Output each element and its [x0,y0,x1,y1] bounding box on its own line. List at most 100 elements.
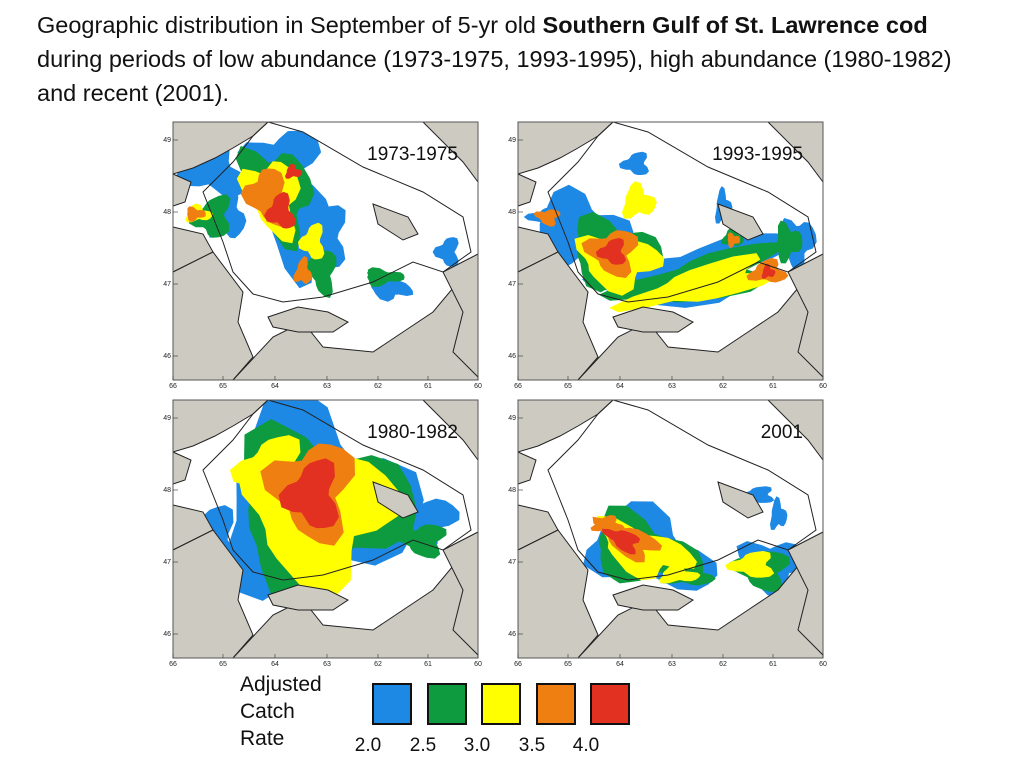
land-mass-6 [267,584,349,611]
catch-zone-level-2 [777,220,803,264]
catch-zone-level-3 [658,564,701,584]
legend-swatch-3-5 [536,683,576,725]
map-frame [172,399,479,659]
catch-zone-level-3 [609,253,777,313]
legend-swatch-2-0 [372,683,412,725]
map-frame [517,121,824,381]
land-mass-7 [372,481,419,519]
longitude-tick-label: 60 [474,661,482,668]
legend-swatch-4-0 [590,683,630,725]
map-svg: 49 48 47 46 66 65 64 63 62 61 60 1980-1982 [163,399,482,668]
title-prefix: Geographic distribution in September of … [37,12,543,38]
longitude-tick-label: 62 [719,383,727,390]
latitude-tick-label: 49 [508,137,516,144]
latitude-tick-label: 46 [508,353,516,360]
map-svg: 49 48 47 46 66 65 64 63 62 61 60 2001 [508,399,827,668]
catch-zone-level-5 [278,458,339,529]
map-panel-1973-1975: 49 48 47 46 66 65 64 63 62 61 60 1973-1975 [163,118,488,394]
legend-value-2-5: 2.5 [409,735,437,756]
latitude-tick-label: 46 [163,631,171,638]
longitude-tick-label: 63 [668,383,676,390]
catch-zone-level-5 [285,163,303,179]
latitude-tick-label: 48 [163,209,171,216]
latitude-tick-label: 48 [163,487,171,494]
longitude-tick-label: 60 [474,383,482,390]
map-period-label: 1993-1995 [712,144,803,165]
longitude-tick-label: 62 [374,383,382,390]
longitude-tick-label: 60 [819,383,827,390]
longitude-tick-label: 63 [668,661,676,668]
latitude-tick-label: 47 [163,559,171,566]
longitude-tick-label: 60 [819,661,827,668]
latitude-tick-label: 47 [508,559,516,566]
latitude-tick-label: 46 [508,631,516,638]
legend-title-line-2: Catch [240,700,295,723]
longitude-tick-label: 66 [514,383,522,390]
catch-zone-level-5 [595,238,626,265]
latitude-tick-label: 49 [163,415,171,422]
legend-value-2-0: 2.0 [354,735,382,756]
land-mass-6 [612,584,694,611]
legend-swatch-2-5 [427,683,467,725]
map-frame [517,399,824,659]
map-period-label: 2001 [761,422,803,443]
longitude-tick-label: 64 [271,383,279,390]
catch-zone-level-5 [264,191,297,229]
land-mass-6 [267,306,349,333]
longitude-tick-label: 63 [323,383,331,390]
catch-zone-level-4 [187,206,206,222]
longitude-tick-label: 61 [424,661,432,668]
survey-area-outline [547,399,817,581]
longitude-tick-label: 61 [769,661,777,668]
longitude-tick-label: 63 [323,661,331,668]
legend-title-line-3: Rate [240,727,285,750]
map-frame [172,121,479,381]
map-svg: 49 48 47 46 66 65 64 63 62 61 60 1973-1975 [163,121,482,390]
catch-zone-level-3 [298,222,325,260]
latitude-tick-label: 48 [508,209,516,216]
longitude-tick-label: 64 [616,383,624,390]
survey-area-outline [202,399,472,581]
longitude-tick-label: 66 [169,383,177,390]
land-mass-6 [612,306,694,333]
latitude-tick-label: 49 [163,137,171,144]
longitude-tick-label: 65 [219,383,227,390]
longitude-tick-label: 66 [169,661,177,668]
catch-zone-level-1 [770,496,788,530]
longitude-tick-label: 64 [616,661,624,668]
catch-zone-level-4 [590,515,625,533]
land-mass-8 [442,531,479,657]
catch-zone-level-4 [293,256,313,284]
map-panel-1980-1982: 49 48 47 46 66 65 64 63 62 61 60 1980-1982 [163,396,488,672]
legend-title: Adjusted Catch Rate [240,671,322,752]
latitude-tick-label: 46 [163,353,171,360]
latitude-tick-label: 48 [508,487,516,494]
latitude-tick-label: 47 [508,281,516,288]
legend-value-4-0: 4.0 [572,735,600,756]
catch-zone-level-4 [533,209,561,227]
survey-area-outline [547,121,817,303]
page-title: Geographic distribution in September of … [37,8,997,110]
longitude-tick-label: 64 [271,661,279,668]
map-period-label: 1980-1982 [367,422,458,443]
legend-value-3-5: 3.5 [518,735,546,756]
map-period-label: 1973-1975 [367,144,458,165]
catch-zone-level-3 [622,181,657,219]
longitude-tick-label: 62 [719,661,727,668]
map-panel-1993-1995: 49 48 47 46 66 65 64 63 62 61 60 1993-1995 [508,118,833,394]
longitude-tick-label: 65 [219,661,227,668]
legend-value-3-0: 3.0 [463,735,491,756]
catch-zone-level-1 [618,151,649,175]
title-suffix: during periods of low abundance (1973-19… [37,46,952,106]
catch-zone-level-4 [727,232,741,248]
catch-zone-level-3 [725,551,775,578]
longitude-tick-label: 62 [374,661,382,668]
survey-area-outline [202,121,472,303]
catch-zone-level-2 [367,267,405,287]
catch-zone-level-2 [393,524,447,559]
catch-zone-level-5 [761,263,776,279]
longitude-tick-label: 65 [564,383,572,390]
land-mass-8 [442,253,479,379]
map-panel-2001: 49 48 47 46 66 65 64 63 62 61 60 2001 [508,396,833,672]
longitude-tick-label: 66 [514,661,522,668]
